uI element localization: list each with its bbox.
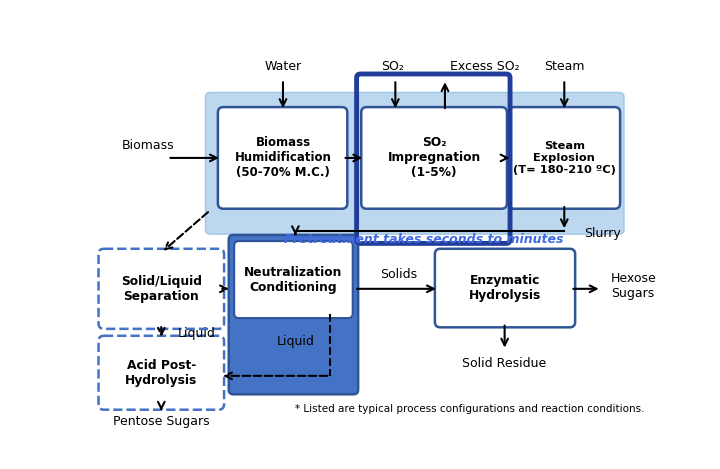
FancyBboxPatch shape — [99, 336, 224, 410]
Text: Hexose
Sugars: Hexose Sugars — [611, 272, 657, 300]
Text: Solids: Solids — [380, 268, 417, 281]
Text: Pretreatment takes seconds to minutes: Pretreatment takes seconds to minutes — [284, 233, 563, 246]
FancyBboxPatch shape — [435, 249, 575, 327]
Text: Enzymatic
Hydrolysis: Enzymatic Hydrolysis — [469, 274, 541, 302]
Text: Neutralization
Conditioning: Neutralization Conditioning — [244, 265, 342, 294]
Text: * Listed are typical process configurations and reaction conditions.: * Listed are typical process configurati… — [295, 404, 644, 414]
Text: Acid Post-
Hydrolysis: Acid Post- Hydrolysis — [125, 359, 197, 387]
Text: Excess SO₂: Excess SO₂ — [451, 60, 520, 73]
FancyBboxPatch shape — [218, 107, 347, 209]
FancyBboxPatch shape — [234, 241, 353, 318]
Text: Liquid: Liquid — [178, 327, 215, 340]
Text: Solid Residue: Solid Residue — [462, 356, 546, 370]
Text: Liquid: Liquid — [276, 335, 315, 348]
Text: SO₂
Impregnation
(1-5%): SO₂ Impregnation (1-5%) — [387, 136, 481, 180]
Text: SO₂: SO₂ — [381, 60, 404, 73]
FancyBboxPatch shape — [361, 107, 507, 209]
Text: Slurry: Slurry — [585, 227, 621, 240]
FancyBboxPatch shape — [205, 92, 624, 234]
Text: Biomass: Biomass — [122, 139, 174, 152]
FancyBboxPatch shape — [229, 235, 358, 394]
Text: Pentose Sugars: Pentose Sugars — [113, 415, 210, 428]
Text: Steam: Steam — [544, 60, 585, 73]
Text: Solid/Liquid
Separation: Solid/Liquid Separation — [121, 275, 202, 303]
FancyBboxPatch shape — [99, 249, 224, 329]
FancyBboxPatch shape — [508, 107, 620, 209]
Text: Biomass
Humidification
(50-70% M.C.): Biomass Humidification (50-70% M.C.) — [235, 136, 331, 180]
Text: Steam
Explosion
(T= 180-210 ºC): Steam Explosion (T= 180-210 ºC) — [513, 141, 616, 174]
Text: Water: Water — [264, 60, 302, 73]
